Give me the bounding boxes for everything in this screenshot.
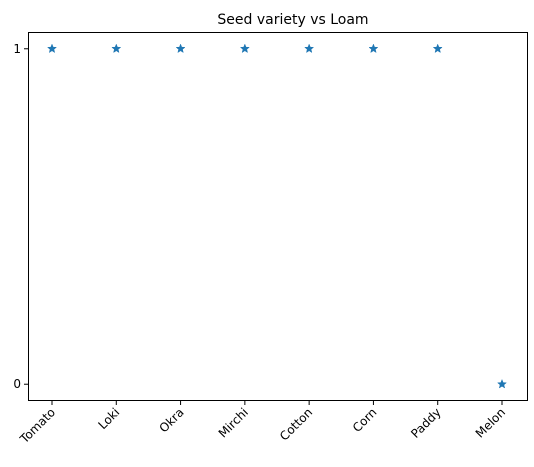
chart-title: Seed variety vs Loam bbox=[217, 12, 368, 28]
x-tick-label: Tomato bbox=[17, 405, 59, 447]
y-tick-label: 0 bbox=[13, 377, 21, 391]
x-tick-label: Loki bbox=[95, 405, 122, 432]
data-point-star bbox=[240, 44, 249, 52]
x-tick-label: Cotton bbox=[277, 405, 315, 443]
x-tick-label: Okra bbox=[157, 405, 187, 435]
x-tick-label: Melon bbox=[473, 405, 508, 440]
y-tick-label: 1 bbox=[13, 42, 21, 56]
data-point-star bbox=[498, 380, 507, 388]
data-point-star bbox=[176, 44, 185, 52]
plot-frame bbox=[29, 33, 528, 401]
data-point-star bbox=[112, 44, 121, 52]
x-tick-label: Paddy bbox=[408, 405, 444, 441]
plot-area bbox=[48, 44, 507, 388]
x-tick-label: Corn bbox=[350, 405, 380, 435]
data-point-star bbox=[305, 44, 314, 52]
data-point-star bbox=[369, 44, 378, 52]
x-tick-label: Mirchi bbox=[216, 405, 251, 440]
data-point-star bbox=[48, 44, 57, 52]
data-point-star bbox=[433, 44, 442, 52]
